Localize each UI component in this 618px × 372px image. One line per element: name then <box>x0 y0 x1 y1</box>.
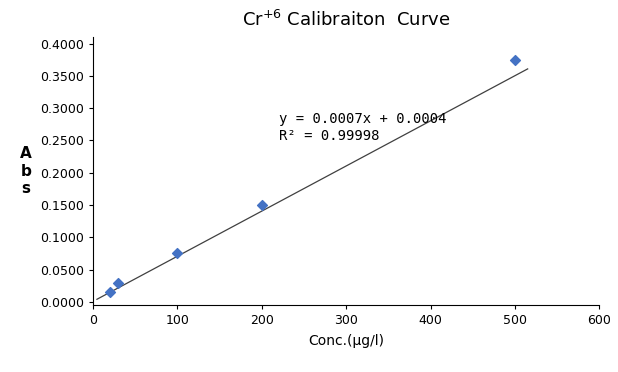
Text: y = 0.0007x + 0.0004
R² = 0.99998: y = 0.0007x + 0.0004 R² = 0.99998 <box>279 112 446 142</box>
Title: Cr$^{+6}$ Calibraiton  Curve: Cr$^{+6}$ Calibraiton Curve <box>242 10 451 30</box>
Point <box>172 250 182 256</box>
Point <box>510 57 520 63</box>
Point <box>113 280 123 286</box>
Point <box>256 202 266 208</box>
Point <box>104 289 114 295</box>
X-axis label: Conc.(μg/l): Conc.(μg/l) <box>308 334 384 348</box>
Y-axis label: A
b
s: A b s <box>20 146 32 196</box>
